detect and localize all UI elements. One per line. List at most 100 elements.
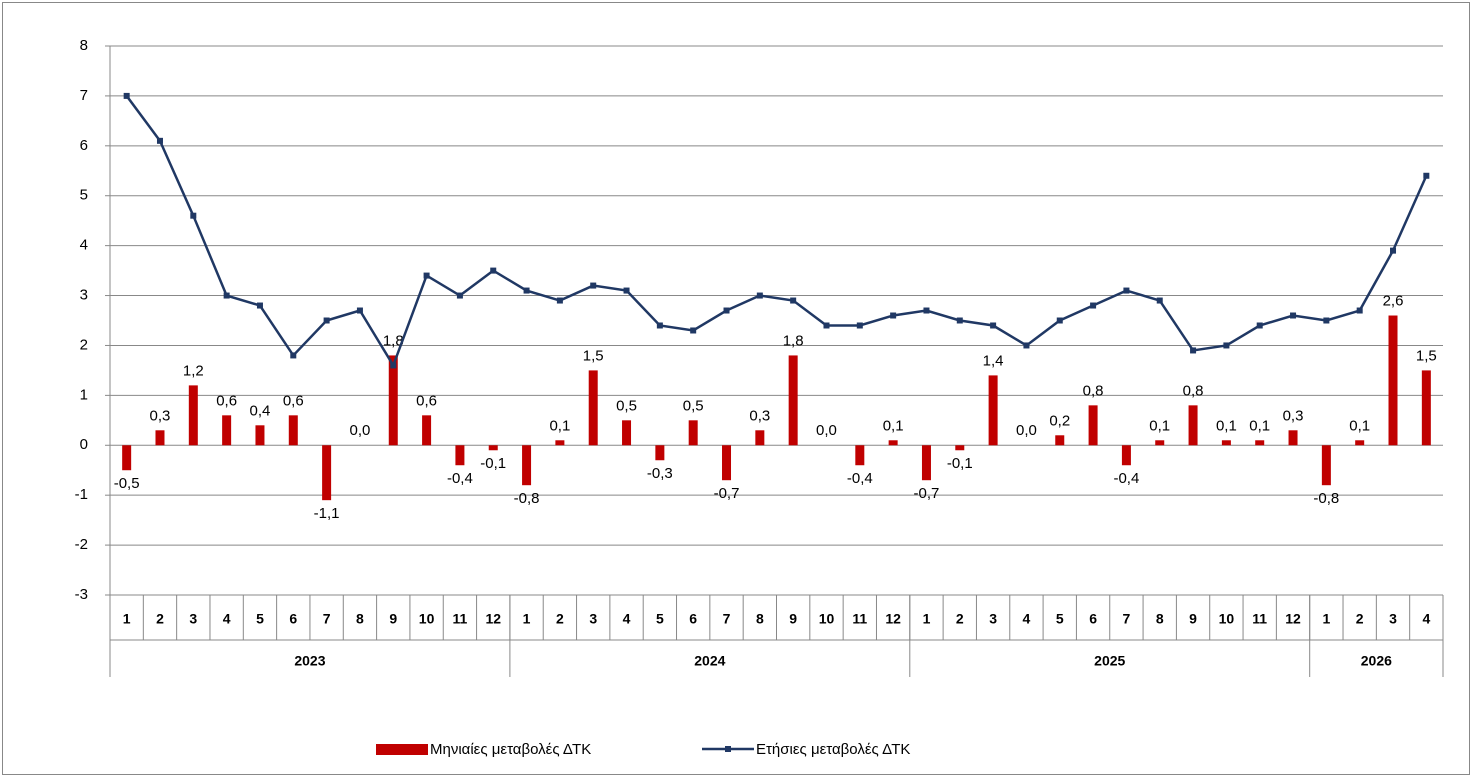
bar bbox=[1321, 445, 1331, 486]
data-label: -0,8 bbox=[514, 490, 540, 507]
line-marker bbox=[223, 292, 230, 299]
line-marker bbox=[756, 292, 763, 299]
data-label: 0,1 bbox=[1349, 417, 1370, 434]
x-tick-label: 6 bbox=[289, 611, 297, 627]
bar bbox=[1088, 405, 1098, 446]
data-label: 1,2 bbox=[183, 362, 204, 379]
x-tick-label: 4 bbox=[1422, 611, 1430, 627]
x-tick-label: 2 bbox=[1356, 611, 1364, 627]
bar bbox=[588, 370, 598, 446]
bar bbox=[455, 445, 465, 466]
bar bbox=[255, 425, 265, 446]
x-tick-label: 2 bbox=[156, 611, 164, 627]
x-tick-label: 7 bbox=[323, 611, 331, 627]
x-tick-label: 5 bbox=[656, 611, 664, 627]
y-tick-label: 4 bbox=[80, 237, 88, 254]
y-tick-label: 8 bbox=[80, 37, 88, 54]
data-label: 0,0 bbox=[816, 422, 837, 439]
data-label: -0,8 bbox=[1313, 490, 1339, 507]
x-group-label: 2023 bbox=[294, 653, 325, 669]
data-label: -0,1 bbox=[480, 455, 506, 472]
data-label: 0,4 bbox=[250, 402, 271, 419]
bar bbox=[1421, 370, 1431, 446]
y-tick-label: 2 bbox=[80, 336, 88, 353]
line-marker bbox=[190, 212, 197, 219]
line-marker bbox=[856, 322, 863, 329]
data-label: 0,1 bbox=[1149, 417, 1170, 434]
bar bbox=[1355, 440, 1365, 446]
line-marker bbox=[1256, 322, 1263, 329]
line-marker bbox=[1090, 302, 1097, 309]
line-marker bbox=[490, 267, 497, 274]
data-label: 0,6 bbox=[216, 392, 237, 409]
x-tick-label: 7 bbox=[723, 611, 731, 627]
line-marker bbox=[590, 282, 597, 289]
y-tick-label: 0 bbox=[80, 436, 88, 453]
x-tick-label: 9 bbox=[789, 611, 797, 627]
bar bbox=[855, 445, 865, 466]
legend-label: Μηνιαίες μεταβολές ΔΤΚ bbox=[430, 741, 591, 758]
bar bbox=[1121, 445, 1131, 466]
line-marker bbox=[956, 317, 963, 324]
x-tick-label: 4 bbox=[223, 611, 231, 627]
line-marker bbox=[290, 352, 297, 359]
y-tick-label: 1 bbox=[80, 386, 88, 403]
x-tick-label: 12 bbox=[485, 611, 501, 627]
line-marker bbox=[423, 272, 430, 279]
x-tick-label: 2 bbox=[556, 611, 564, 627]
x-tick-label: 2 bbox=[956, 611, 964, 627]
data-label: 0,3 bbox=[1283, 407, 1304, 424]
data-label: 1,8 bbox=[383, 332, 404, 349]
x-tick-label: 1 bbox=[123, 611, 131, 627]
data-label: 1,5 bbox=[1416, 347, 1437, 364]
line-marker bbox=[990, 322, 997, 329]
bar bbox=[388, 355, 398, 446]
x-group-label: 2026 bbox=[1361, 653, 1392, 669]
line-marker bbox=[723, 307, 730, 314]
line-marker bbox=[1390, 247, 1397, 254]
y-tick-label: 3 bbox=[80, 287, 88, 304]
line-marker bbox=[890, 312, 897, 319]
line-marker bbox=[323, 317, 330, 324]
x-tick-label: 4 bbox=[623, 611, 631, 627]
bar bbox=[955, 445, 965, 451]
x-tick-label: 10 bbox=[819, 611, 835, 627]
bar bbox=[1055, 435, 1065, 446]
bar bbox=[1188, 405, 1198, 446]
data-label: 0,2 bbox=[1049, 412, 1070, 429]
y-tick-label: -2 bbox=[75, 536, 88, 553]
line-marker bbox=[156, 137, 163, 144]
data-label: 0,3 bbox=[150, 407, 171, 424]
data-label: 1,4 bbox=[983, 352, 1004, 369]
bar bbox=[222, 415, 232, 446]
data-label: -0,7 bbox=[714, 485, 740, 502]
data-label: 0,1 bbox=[1249, 417, 1270, 434]
bar bbox=[755, 430, 765, 446]
x-tick-label: 3 bbox=[189, 611, 197, 627]
x-tick-label: 11 bbox=[852, 611, 867, 627]
y-tick-label: -1 bbox=[75, 486, 88, 503]
line-marker bbox=[690, 327, 697, 334]
x-tick-label: 10 bbox=[1219, 611, 1235, 627]
bar bbox=[1221, 440, 1231, 446]
x-tick-label: 1 bbox=[923, 611, 931, 627]
line-marker bbox=[123, 92, 130, 99]
data-label: -0,4 bbox=[1113, 470, 1139, 487]
x-tick-label: 1 bbox=[523, 611, 531, 627]
bar bbox=[488, 445, 498, 451]
data-label: 0,6 bbox=[416, 392, 437, 409]
line-marker bbox=[1190, 347, 1197, 354]
x-group-label: 2025 bbox=[1094, 653, 1125, 669]
x-tick-label: 12 bbox=[885, 611, 901, 627]
line-marker bbox=[790, 297, 797, 304]
x-tick-label: 11 bbox=[1252, 611, 1267, 627]
x-tick-label: 5 bbox=[1056, 611, 1064, 627]
x-tick-label: 10 bbox=[419, 611, 435, 627]
bar bbox=[622, 420, 632, 446]
line-marker bbox=[1123, 287, 1130, 294]
line-marker bbox=[1056, 317, 1063, 324]
line-marker bbox=[923, 307, 930, 314]
data-label: 2,6 bbox=[1383, 292, 1404, 309]
